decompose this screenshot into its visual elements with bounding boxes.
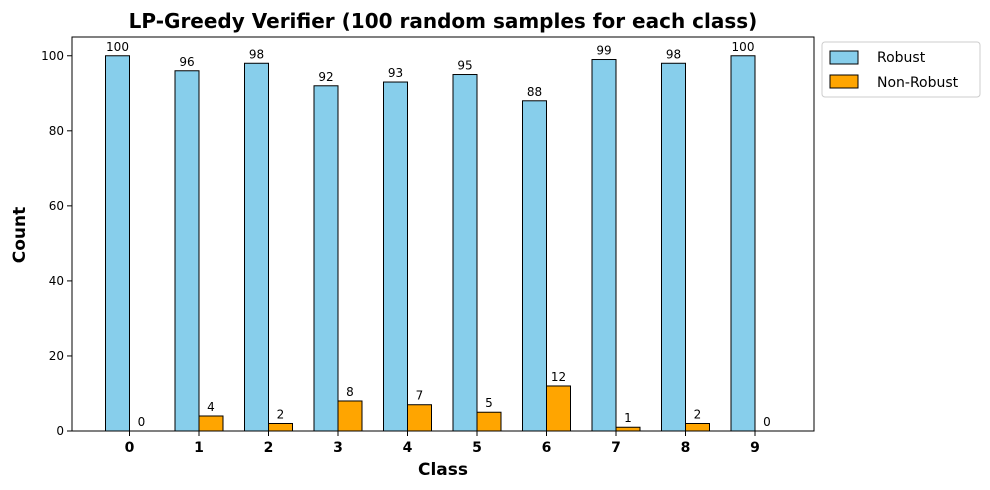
bar-robust-class-7 xyxy=(591,59,617,432)
data-label-robust-class-8: 98 xyxy=(666,47,681,61)
x-tick-label-5: 5 xyxy=(472,440,482,456)
data-label-robust-class-2: 98 xyxy=(249,47,264,61)
x-tick-label-6: 6 xyxy=(542,440,552,456)
y-tick-label-80: 80 xyxy=(49,124,64,138)
x-tick-label-2: 2 xyxy=(264,440,274,456)
x-tick-label-4: 4 xyxy=(403,440,413,456)
y-tick-label-100: 100 xyxy=(41,49,64,63)
data-label-non-robust-class-8: 2 xyxy=(694,407,702,421)
bar-robust-class-8 xyxy=(661,62,686,432)
data-label-non-robust-class-3: 8 xyxy=(346,385,354,399)
data-label-robust-class-9: 100 xyxy=(732,40,755,54)
y-tick-label-60: 60 xyxy=(49,199,64,213)
chart-title: LP-Greedy Verifier (100 random samples f… xyxy=(129,9,758,33)
legend-swatch-non-robust xyxy=(829,74,859,89)
x-tick-label-1: 1 xyxy=(194,440,204,456)
legend-label-non-robust: Non-Robust xyxy=(877,75,959,91)
plot-frame xyxy=(71,36,815,432)
x-tick-label-8: 8 xyxy=(681,440,691,456)
data-label-robust-class-0: 100 xyxy=(106,40,129,54)
y-axis-ticks: 0 20 40 60 80 100 xyxy=(41,49,72,438)
bar-non-robust-class-8 xyxy=(685,422,710,432)
data-label-non-robust-class-6: 12 xyxy=(551,370,566,384)
data-label-non-robust-class-5: 5 xyxy=(485,396,493,410)
legend-swatch-robust xyxy=(829,50,859,65)
bar-robust-class-1 xyxy=(174,70,200,432)
data-label-robust-class-1: 96 xyxy=(179,55,194,69)
data-label-robust-class-3: 92 xyxy=(318,70,333,84)
bar-robust-class-3 xyxy=(313,85,339,432)
bar-robust-class-9 xyxy=(730,55,756,432)
data-label-non-robust-class-1: 4 xyxy=(207,400,215,414)
bar-robust-class-4 xyxy=(383,81,408,432)
bar-robust-class-5 xyxy=(452,74,478,432)
y-tick-label-20: 20 xyxy=(49,349,64,363)
bar-non-robust-class-4 xyxy=(407,404,432,432)
bars-layer xyxy=(105,55,756,432)
x-tick-label-7: 7 xyxy=(611,440,621,456)
bar-non-robust-class-6 xyxy=(546,385,571,432)
bar-non-robust-class-2 xyxy=(268,422,293,432)
data-label-robust-class-6: 88 xyxy=(527,85,542,99)
y-axis-label: Count xyxy=(10,207,30,264)
bar-non-robust-class-5 xyxy=(476,411,502,432)
legend-frame xyxy=(821,41,981,98)
data-label-non-robust-class-0: 0 xyxy=(138,415,146,429)
x-tick-label-9: 9 xyxy=(750,440,760,456)
data-label-non-robust-class-2: 2 xyxy=(277,407,285,421)
legend: Robust Non-Robust xyxy=(821,41,981,98)
legend-label-robust: Robust xyxy=(877,50,926,66)
x-axis-label: Class xyxy=(418,460,468,480)
bar-non-robust-class-3 xyxy=(337,400,363,432)
data-label-robust-class-5: 95 xyxy=(457,59,472,73)
x-axis-ticks: 0 1 2 3 4 5 6 7 8 9 xyxy=(125,431,760,456)
bar-robust-class-2 xyxy=(244,62,269,432)
x-tick-label-0: 0 xyxy=(125,440,135,456)
bar-non-robust-class-7 xyxy=(615,426,641,432)
bar-robust-class-6 xyxy=(522,100,547,432)
data-label-non-robust-class-9: 0 xyxy=(763,415,771,429)
data-label-non-robust-class-7: 1 xyxy=(624,411,632,425)
bar-non-robust-class-1 xyxy=(198,415,224,432)
bar-robust-class-0 xyxy=(105,55,130,432)
data-label-non-robust-class-4: 7 xyxy=(416,389,424,403)
y-tick-label-40: 40 xyxy=(49,274,64,288)
data-label-robust-class-4: 93 xyxy=(388,66,403,80)
x-tick-label-3: 3 xyxy=(333,440,343,456)
y-tick-label-0: 0 xyxy=(56,424,64,438)
data-label-robust-class-7: 99 xyxy=(596,44,611,58)
